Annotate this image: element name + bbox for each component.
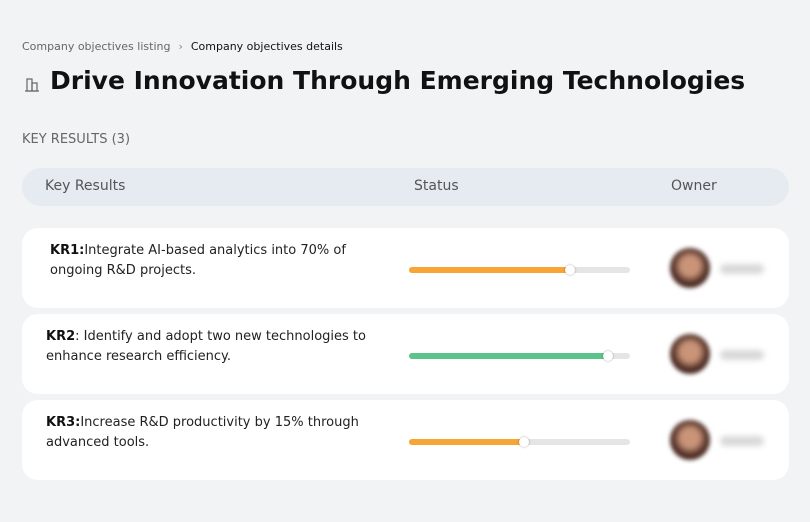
progress-fill	[409, 267, 571, 273]
key-result-text: KR1:Integrate AI-based analytics into 70…	[50, 241, 380, 281]
progress-knob	[565, 265, 576, 275]
owner-name-blurred	[720, 350, 764, 360]
key-result-id: KR3:	[46, 415, 81, 430]
table-header	[22, 168, 789, 206]
progress-track	[409, 351, 630, 361]
key-result-text: KR2: Identify and adopt two new technolo…	[46, 327, 376, 367]
progress-track	[409, 437, 630, 447]
column-header: Key Results	[45, 178, 126, 194]
key-result-text: KR3:Increase R&D productivity by 15% thr…	[46, 413, 376, 453]
key-result-desc: Integrate AI-based analytics into 70% of…	[50, 243, 346, 278]
breadcrumb-current: Company objectives details	[190, 40, 343, 53]
owner-avatar	[670, 420, 710, 460]
owner-avatar	[670, 334, 710, 374]
owner-name-blurred	[720, 264, 764, 274]
section-title: KEY RESULTS (3)	[22, 132, 131, 147]
key-result-desc: Increase R&D productivity by 15% through…	[46, 415, 359, 450]
progress-fill	[409, 353, 608, 359]
column-header: Owner	[671, 178, 717, 194]
building-icon	[25, 78, 39, 92]
key-result-id: KR2	[46, 329, 76, 344]
key-result-card[interactable]	[22, 314, 789, 394]
key-result-card[interactable]	[22, 400, 789, 480]
progress-knob	[518, 437, 529, 447]
progress-fill	[409, 439, 524, 445]
owner-avatar	[670, 248, 710, 288]
breadcrumb-link[interactable]: Company objectives listing	[22, 40, 171, 53]
key-result-desc: : Identify and adopt two new technologie…	[46, 329, 366, 364]
key-result-card[interactable]	[22, 228, 789, 308]
column-header: Status	[414, 178, 459, 194]
owner-name-blurred	[720, 436, 764, 446]
progress-knob	[602, 351, 613, 361]
key-result-id: KR1:	[50, 243, 85, 258]
progress-track	[409, 265, 630, 275]
breadcrumb: Company objectives listing › Company objec…	[22, 40, 343, 53]
page-title: Drive Innovation Through Emerging Techno…	[50, 66, 746, 95]
